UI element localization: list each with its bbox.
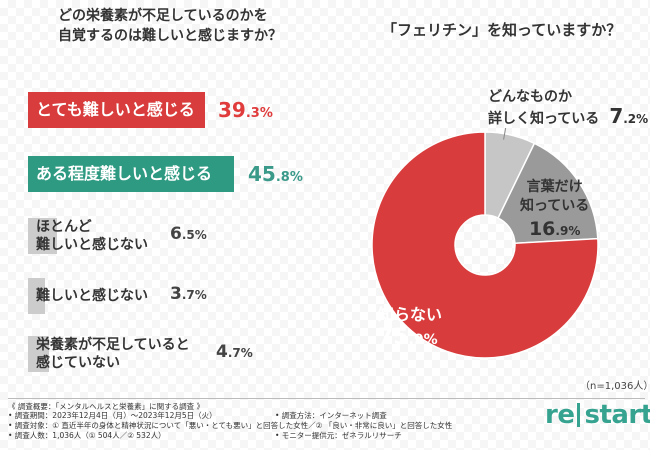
donut-label-line: 知らない: [378, 305, 443, 324]
footer-divider: [8, 398, 645, 399]
footer-target: • 調査対象：① 直近半年の身体と精神状況について「悪い・とても悪い」と回答した…: [8, 421, 453, 430]
sample-size-note: （n=1,036人）: [580, 381, 650, 392]
bar-value-int: 39: [218, 98, 246, 122]
donut-value-dec: .2%: [623, 112, 649, 126]
donut-label-2: 言葉だけ知っている 16.9%: [520, 178, 589, 241]
bar-value-int: 6: [170, 224, 182, 244]
bar-label-line: 難しいと感じない: [36, 237, 148, 253]
bar-label-4: 難しいと感じない: [36, 287, 148, 305]
donut-label-3: 知らない 75.9%: [378, 305, 442, 350]
bar-label-1: とても難しいと感じる: [36, 92, 195, 128]
restart-logo: re start: [545, 400, 650, 430]
bar-5: [28, 336, 50, 372]
logo-divider: [577, 403, 581, 427]
bar-value-dec: .5%: [181, 228, 207, 242]
bar-label-line: 感じていない: [36, 355, 120, 371]
donut-label-line: 知っている: [520, 198, 590, 214]
bar-label-line: 難しいと感じない: [36, 288, 148, 304]
bar-4: [28, 278, 45, 314]
bar-value-int: 45: [248, 162, 276, 186]
bar-value-3: 6.5%: [170, 224, 207, 244]
logo-start: start: [584, 400, 650, 430]
donut-label-1: どんなものか 詳しく知っている 7.2%: [488, 88, 648, 129]
donut-value-1: 7.2%: [609, 106, 649, 127]
donut-leader-line: [503, 128, 507, 140]
donut-slice-3: [371, 131, 599, 359]
bar-label-line: とても難しいと感じる: [36, 100, 195, 119]
donut-slice-2: [497, 142, 599, 245]
donut-value-2: 16.9%: [520, 220, 589, 241]
bar-value-5: 4.7%: [216, 342, 253, 362]
donut-value-3: 75.9%: [378, 325, 442, 350]
logo-re: re: [545, 400, 575, 430]
left-title-line-1: どの栄養素が不足しているのかを: [58, 8, 268, 24]
left-title-line-2: 自覚するのは難しいと感じますか？: [58, 28, 282, 44]
donut-value-dec: .9%: [555, 224, 581, 238]
donut-value-dec: .9%: [408, 332, 438, 348]
bar-label-2: ある程度難しいと感じる: [36, 156, 212, 192]
donut-label-line: 詳しく知っている 7.2%: [488, 104, 649, 128]
bar-value-dec: .8%: [275, 170, 303, 185]
donut-chart: [371, 128, 599, 359]
donut-value-int: 7: [609, 104, 624, 128]
bar-label-3: ほとんど難しいと感じない: [36, 218, 148, 254]
donut-value-int: 16: [528, 218, 556, 240]
footer-period: • 調査期間：2023年12月4日（月）～2023年12月5日（火）: [8, 411, 217, 420]
donut-value-int: 75: [378, 325, 409, 350]
bar-value-dec: .7%: [181, 288, 207, 302]
bar-value-int: 3: [170, 284, 182, 304]
bar-value-dec: .3%: [245, 106, 273, 121]
bar-label-line: ほとんど: [36, 219, 92, 235]
footer-people: • 調査人数：1,036人（① 504人／② 532人）: [8, 431, 166, 440]
bar-2: [28, 156, 235, 192]
footer-method: • 調査方法：インターネット調査: [275, 411, 387, 420]
bar-value-int: 4: [216, 342, 228, 362]
bar-label-line: 栄養素が不足していると: [36, 337, 190, 353]
right-question-title: 「フェリチン」を知っていますか？: [382, 21, 622, 39]
bar-label-5: 栄養素が不足していると 感じていない: [36, 336, 190, 372]
bar-value-dec: .7%: [227, 346, 253, 360]
bar-value-1: 39.3%: [218, 98, 273, 122]
footer-provider: • モニター提供元：ゼネラルリサーチ: [275, 431, 402, 440]
donut-label-line: どんなものか: [488, 89, 572, 105]
left-question-title: どの栄養素が不足しているのかを 自覚するのは難しいと感じますか？: [58, 6, 358, 46]
bar-value-2: 45.8%: [248, 162, 303, 186]
bar-label-line: ある程度難しいと感じる: [36, 164, 213, 183]
bar-value-4: 3.7%: [170, 284, 207, 304]
bar-3: [28, 218, 58, 254]
donut-label-line: 言葉だけ: [526, 179, 583, 195]
footer-heading: 《 調査概要：「メンタルヘルスと栄養素」に関する調査 》: [8, 402, 205, 411]
bar-1: [28, 92, 205, 128]
